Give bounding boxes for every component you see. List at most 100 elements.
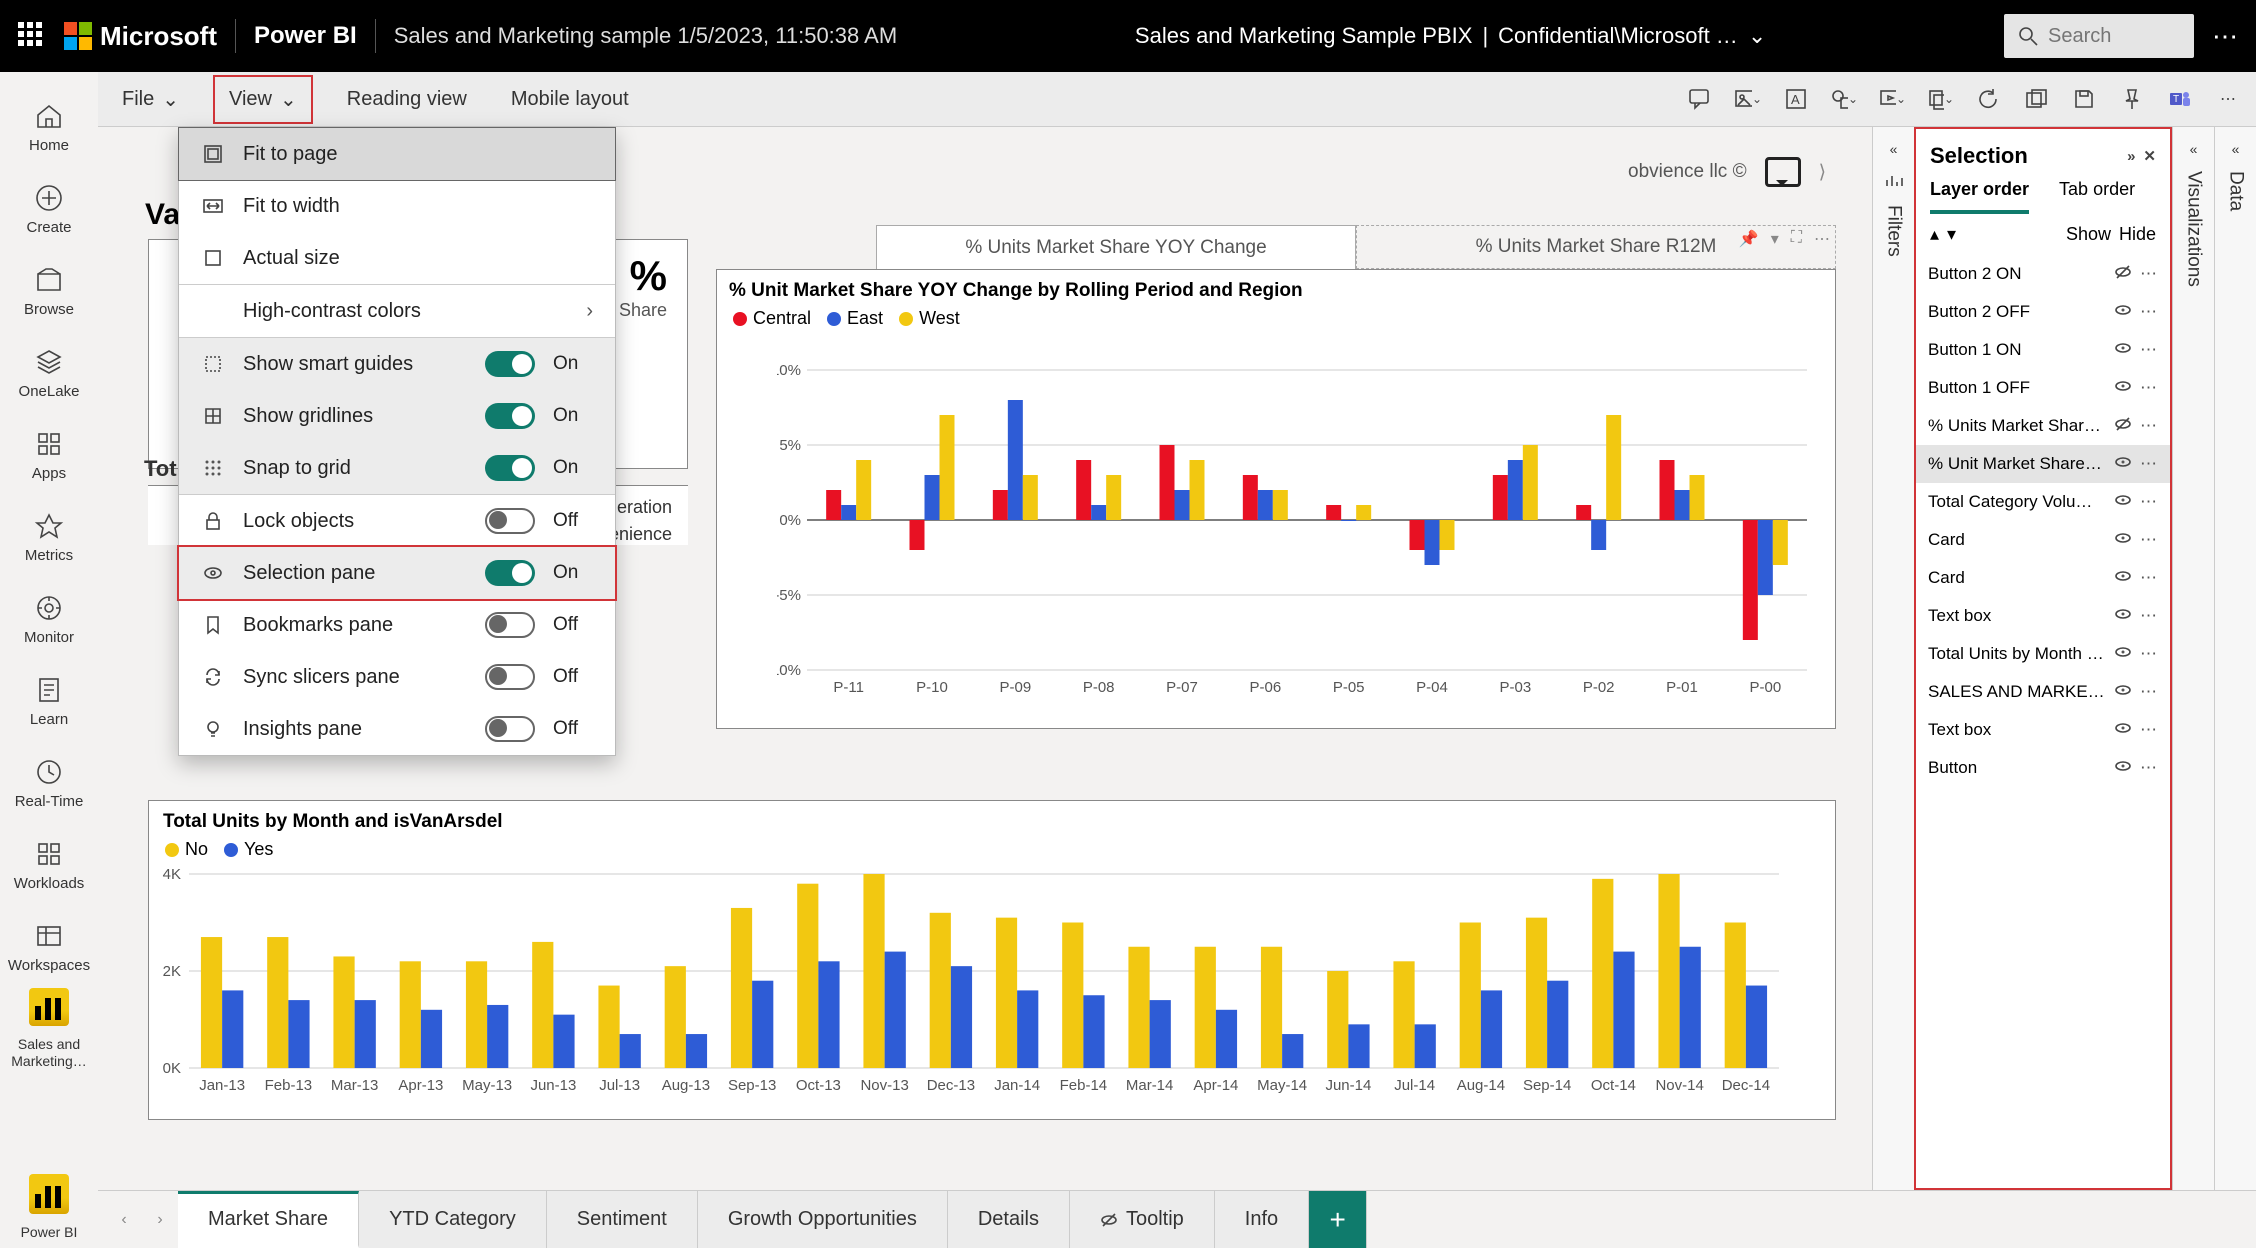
more-icon[interactable]: ⋯	[2214, 85, 2242, 113]
tab-layer-order[interactable]: Layer order	[1930, 179, 2029, 214]
pin-icon[interactable]	[2118, 85, 2146, 113]
sync-slicers-pane[interactable]: Sync slicers paneOff	[179, 651, 615, 703]
sort-up-icon[interactable]: ▴	[1930, 224, 1939, 245]
fit-to-width[interactable]: Fit to width	[179, 180, 615, 232]
legend-item[interactable]: Central	[733, 308, 811, 329]
selection-item[interactable]: Text box⋯	[1916, 711, 2170, 749]
nav-powerbi[interactable]: Power BI	[0, 1166, 98, 1248]
nav-real-time[interactable]: Real-Time	[0, 742, 98, 824]
visibility-icon[interactable]	[2114, 757, 2132, 780]
copy-icon[interactable]: ⌄	[1926, 85, 1954, 113]
more-icon[interactable]: ⋯	[2140, 492, 2158, 512]
toggle[interactable]	[485, 664, 535, 690]
toggle[interactable]	[485, 716, 535, 742]
sort-down-icon[interactable]: ▾	[1947, 224, 1956, 245]
page-tab-sentiment[interactable]: Sentiment	[547, 1191, 698, 1248]
visibility-icon[interactable]	[2114, 377, 2132, 400]
focus-icon[interactable]: ⛶	[1791, 229, 1802, 249]
high-contrast[interactable]: High-contrast colors›	[179, 285, 615, 337]
show-button[interactable]: Show	[2066, 224, 2111, 245]
legend-item[interactable]: West	[899, 308, 960, 329]
visibility-icon[interactable]	[2114, 567, 2132, 590]
toggle[interactable]	[485, 508, 535, 534]
selection-item[interactable]: Button 1 OFF⋯	[1916, 369, 2170, 407]
visibility-icon[interactable]	[2114, 529, 2132, 552]
show-smart-guides[interactable]: Show smart guidesOn	[179, 338, 615, 390]
selection-item[interactable]: % Unit Market Share Y…⋯	[1916, 445, 2170, 483]
add-page-button[interactable]: +	[1309, 1191, 1367, 1248]
more-icon[interactable]: ⋯	[2140, 378, 2158, 398]
expand-icon[interactable]: «	[1890, 141, 1898, 157]
toggle[interactable]	[485, 403, 535, 429]
nav-monitor[interactable]: Monitor	[0, 578, 98, 660]
more-icon[interactable]: ⋯	[2140, 454, 2158, 474]
show-gridlines[interactable]: Show gridlinesOn	[179, 390, 615, 442]
visibility-icon[interactable]	[2114, 301, 2132, 324]
page-tab-market-share[interactable]: Market Share	[178, 1191, 359, 1248]
visibility-icon[interactable]	[2114, 453, 2132, 476]
selection-item[interactable]: SALES AND MARKETI…⋯	[1916, 673, 2170, 711]
more-icon[interactable]: ⋯	[2140, 606, 2158, 626]
page-tab-info[interactable]: Info	[1215, 1191, 1309, 1248]
selection-item[interactable]: Button 2 ON⋯	[1916, 255, 2170, 293]
visibility-icon[interactable]	[2114, 605, 2132, 628]
nav-sales-and-marketing-[interactable]: Sales and Marketing…	[0, 988, 98, 1070]
actual-size[interactable]: Actual size	[179, 232, 615, 284]
image-icon[interactable]: ⌄	[1734, 85, 1762, 113]
selection-item[interactable]: % Units Market Share …⋯	[1916, 407, 2170, 445]
comment-icon[interactable]	[1686, 85, 1714, 113]
selection-item[interactable]: Button⋯	[1916, 749, 2170, 787]
chart1-visual[interactable]: % Unit Market Share YOY Change by Rollin…	[716, 269, 1836, 729]
nav-browse[interactable]: Browse	[0, 250, 98, 332]
search-input[interactable]	[2048, 25, 2168, 48]
chart2-visual[interactable]: Total Units by Month and isVanArsdel NoY…	[148, 800, 1836, 1120]
legend-item[interactable]: Yes	[224, 839, 273, 860]
tab-yoy[interactable]: % Units Market Share YOY Change	[876, 225, 1356, 269]
snap-to-grid[interactable]: Snap to gridOn	[179, 442, 615, 494]
more-icon[interactable]: ⋯	[1814, 229, 1830, 249]
toggle[interactable]	[485, 612, 535, 638]
nav-learn[interactable]: Learn	[0, 660, 98, 742]
teams-icon[interactable]: T	[2166, 85, 2194, 113]
chat-icon[interactable]	[1765, 157, 1801, 187]
more-icon[interactable]: ⋯	[2140, 720, 2158, 740]
breadcrumb[interactable]: Sales and Marketing Sample PBIX | Confid…	[1135, 23, 1766, 49]
shapes-icon[interactable]: ⌄	[1830, 85, 1858, 113]
file-menu[interactable]: File ⌄	[112, 81, 189, 118]
nav-create[interactable]: Create	[0, 168, 98, 250]
legend-item[interactable]: East	[827, 308, 883, 329]
close-icon[interactable]: ✕	[2143, 147, 2156, 165]
more-icon[interactable]: ⋯	[2212, 21, 2238, 52]
mobile-layout-button[interactable]: Mobile layout	[501, 82, 639, 117]
selection-item[interactable]: Button 1 ON⋯	[1916, 331, 2170, 369]
visualizations-pane-collapsed[interactable]: « Visualizations	[2172, 127, 2214, 1190]
bookmarks-pane[interactable]: Bookmarks paneOff	[179, 599, 615, 651]
pin-icon[interactable]: 📌	[1739, 229, 1759, 249]
expand-icon[interactable]: »	[2127, 148, 2135, 165]
visibility-icon[interactable]	[2114, 491, 2132, 514]
more-icon[interactable]: ⋯	[2140, 416, 2158, 436]
toggle[interactable]	[485, 560, 535, 586]
toggle[interactable]	[485, 351, 535, 377]
present-icon[interactable]: ⌄	[1878, 85, 1906, 113]
more-icon[interactable]: ⋯	[2140, 530, 2158, 550]
selection-pane-toggle[interactable]: Selection paneOn	[179, 547, 615, 599]
legend-item[interactable]: No	[165, 839, 208, 860]
nav-home[interactable]: Home	[0, 86, 98, 168]
app-launcher-icon[interactable]	[18, 22, 46, 50]
selection-item[interactable]: Total Units by Month …⋯	[1916, 635, 2170, 673]
save-icon[interactable]	[2070, 85, 2098, 113]
insights-pane[interactable]: Insights paneOff	[179, 703, 615, 755]
more-icon[interactable]: ⋯	[2140, 758, 2158, 778]
selection-item[interactable]: Card⋯	[1916, 521, 2170, 559]
page-tab-growth-opportunities[interactable]: Growth Opportunities	[698, 1191, 948, 1248]
more-icon[interactable]: ⋯	[2140, 644, 2158, 664]
nav-apps[interactable]: Apps	[0, 414, 98, 496]
selection-item[interactable]: Total Category Volum…⋯	[1916, 483, 2170, 521]
visibility-icon[interactable]	[2114, 719, 2132, 742]
nav-workloads[interactable]: Workloads	[0, 824, 98, 906]
visibility-icon[interactable]	[2114, 643, 2132, 666]
filter-icon[interactable]: ▾	[1771, 229, 1779, 249]
refresh-icon[interactable]	[1974, 85, 2002, 113]
more-icon[interactable]: ⋯	[2140, 568, 2158, 588]
